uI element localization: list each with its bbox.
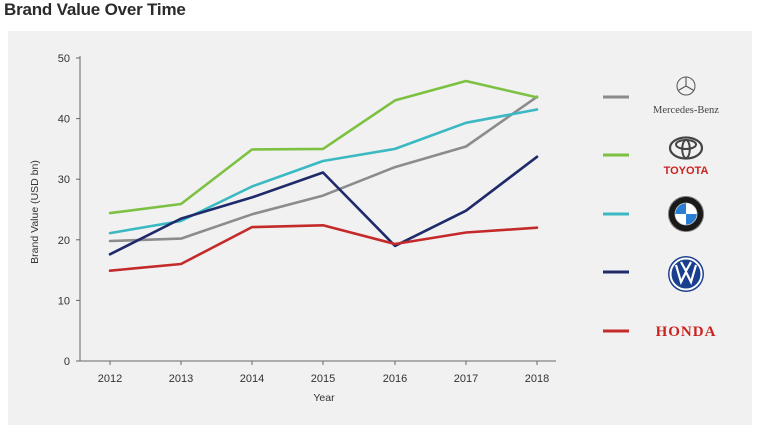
series-line-4: [108, 155, 539, 256]
toyota-emblem-icon: [668, 136, 704, 160]
y-tick-label: 20: [58, 235, 70, 247]
series-line-1: [108, 95, 539, 243]
axes: 0 10 20 30 40 50 2012 2013 2014 2015 2016 2017 2018: [58, 53, 556, 385]
legend-item-1: Mercedes-Benz: [603, 76, 719, 116]
series-lines: [108, 79, 539, 273]
y-tick-label: 50: [58, 53, 70, 65]
legend-item-5: HONDA: [603, 324, 717, 340]
volkswagen-logo-icon: [668, 256, 704, 292]
series-line-2: [108, 79, 539, 215]
mercedes-star-icon: [676, 76, 696, 96]
x-axis-label: Year: [313, 392, 335, 404]
legend-label: HONDA: [656, 324, 717, 340]
x-tick-label: 2016: [383, 373, 407, 385]
y-tick-label: 10: [58, 295, 70, 307]
legend: Mercedes-Benz TOYOTA HONDA: [603, 76, 719, 340]
y-tick-label: 40: [58, 114, 70, 126]
bmw-roundel-icon: [668, 196, 704, 232]
y-tick-label: 30: [58, 174, 70, 186]
x-tick-label: 2018: [525, 373, 549, 385]
x-tick-label: 2015: [311, 373, 335, 385]
y-tick-label: 0: [64, 356, 70, 368]
legend-label: TOYOTA: [664, 165, 709, 177]
legend-item-3: [603, 196, 704, 232]
y-axis-label: Brand Value (USD bn): [29, 160, 41, 264]
x-tick-label: 2017: [454, 373, 478, 385]
x-tick-label: 2014: [240, 373, 264, 385]
legend-item-2: TOYOTA: [603, 136, 709, 177]
x-tick-label: 2012: [98, 373, 122, 385]
series-line-5: [108, 224, 539, 273]
chart-title: Brand Value Over Time: [4, 0, 186, 19]
series-line-3: [108, 108, 539, 235]
legend-label: Mercedes-Benz: [653, 105, 719, 116]
x-tick-label: 2013: [169, 373, 193, 385]
legend-item-4: [603, 256, 704, 292]
